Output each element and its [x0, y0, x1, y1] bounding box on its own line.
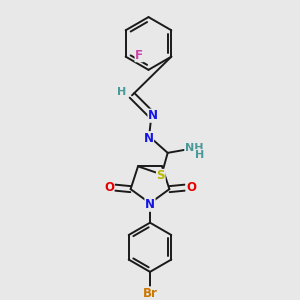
Text: N: N — [145, 198, 155, 211]
Text: Br: Br — [142, 287, 158, 300]
Text: N: N — [143, 132, 154, 145]
Text: F: F — [135, 49, 143, 62]
Text: S: S — [157, 169, 165, 182]
Text: H: H — [117, 87, 126, 97]
Text: N: N — [148, 109, 158, 122]
Text: O: O — [104, 181, 114, 194]
Text: H: H — [195, 150, 204, 160]
Text: NH: NH — [185, 143, 203, 153]
Text: O: O — [186, 181, 196, 194]
